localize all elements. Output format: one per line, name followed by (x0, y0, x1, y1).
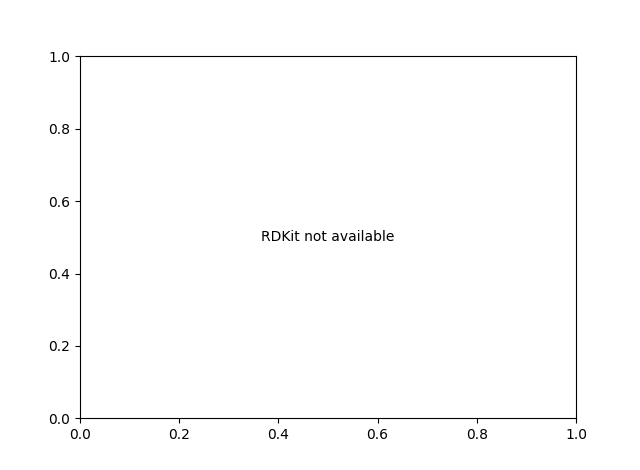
Text: RDKit not available: RDKit not available (261, 230, 395, 244)
